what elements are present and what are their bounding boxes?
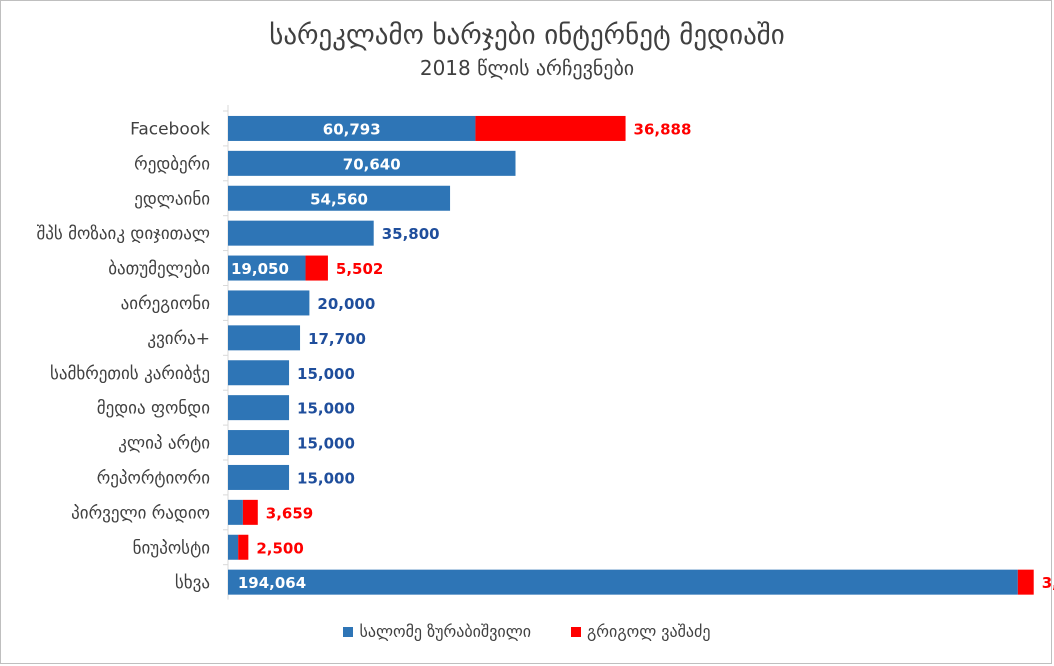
bar-series-2	[305, 255, 328, 281]
bar-series-1	[228, 290, 310, 316]
bar-series-1	[228, 150, 516, 176]
data-label-series-1: 20,000	[317, 295, 375, 313]
data-label-series-1: 54,560	[310, 190, 368, 208]
bar-series-1	[228, 534, 239, 560]
legend: სალომე ზურაბიშვილი გრიგოლ ვაშაძე	[0, 622, 1054, 641]
category-label: პირველი რადიო	[71, 503, 210, 523]
data-label-series-2: 3,659	[266, 504, 313, 522]
bar-series-1	[228, 395, 290, 421]
bar-series-2	[242, 499, 258, 525]
bar-series-1	[228, 185, 451, 211]
data-label-series-1: 60,793	[323, 120, 381, 138]
category-label: ედლაინი	[134, 189, 210, 209]
category-label: მედია ფონდი	[97, 399, 210, 419]
category-label: შპს მოზაიკ დიჯითალ	[36, 224, 210, 244]
bar-series-1	[228, 499, 243, 525]
bar-series-1	[228, 430, 290, 456]
bar-series-1	[228, 255, 306, 281]
bar-series-1	[228, 115, 476, 141]
data-label-series-2: 3,900	[1042, 574, 1054, 592]
legend-label-series-2: გრიგოლ ვაშაძე	[587, 622, 711, 641]
data-label-series-1: 35,800	[382, 225, 440, 243]
bar-series-1	[228, 360, 290, 386]
category-label: კვირა+	[147, 329, 210, 349]
bar-series-2	[475, 115, 626, 141]
data-label-series-1: 70,640	[343, 155, 401, 173]
data-label-series-1: 17,700	[308, 330, 366, 348]
bar-series-1	[228, 569, 1018, 595]
legend-swatch-series-2	[571, 626, 581, 637]
bar-series-2	[238, 534, 249, 560]
data-label-series-2: 2,500	[256, 539, 303, 557]
bar-series-1	[228, 464, 290, 490]
legend-label-series-1: სალომე ზურაბიშვილი	[359, 622, 531, 641]
category-label: სხვა	[175, 573, 210, 593]
data-label-series-1: 15,000	[297, 400, 355, 418]
category-label: რედბერი	[134, 154, 210, 174]
data-label-series-1: 15,000	[297, 435, 355, 453]
data-label-series-1: 194,064	[238, 574, 306, 592]
legend-swatch-series-1	[343, 626, 354, 637]
legend-item-series-2: გრიგოლ ვაშაძე	[571, 622, 711, 641]
bar-series-1	[228, 220, 374, 246]
category-label: აირეგიონი	[121, 294, 210, 314]
chart-subtitle: 2018 წლის არჩევნები	[419, 56, 635, 80]
data-label-series-1: 15,000	[297, 469, 355, 487]
bar-series-1	[228, 325, 301, 351]
category-label: კლიპ არტი	[118, 434, 210, 454]
chart-title: სარეკლამო ხარჯები ინტერნეტ მედიაში	[269, 20, 785, 51]
category-label: Facebook	[130, 119, 210, 139]
data-label-series-2: 36,888	[634, 120, 692, 138]
category-label: ბათუმელები	[108, 259, 210, 279]
category-label: სამხრეთის კარიბჭე	[50, 364, 210, 384]
category-label: ნიუპოსტი	[133, 538, 210, 558]
data-label-series-2: 5,502	[336, 260, 383, 278]
category-label: რეპორტიორი	[97, 468, 210, 488]
bar-series-2	[1017, 569, 1034, 595]
data-label-series-1: 19,050	[231, 260, 289, 278]
data-label-series-1: 15,000	[297, 365, 355, 383]
legend-item-series-1: სალომე ზურაბიშვილი	[343, 622, 531, 641]
